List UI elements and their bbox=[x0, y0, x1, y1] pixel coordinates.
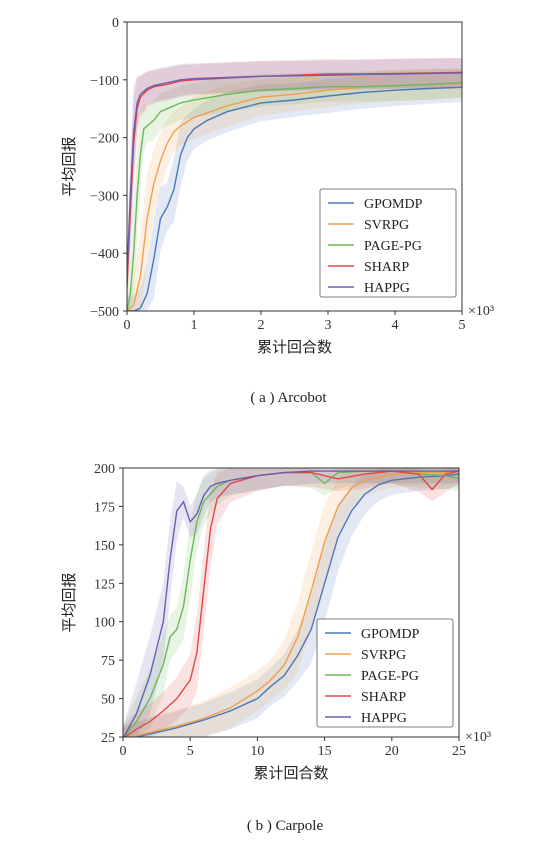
legend-label-svrpg: SVRPG bbox=[361, 648, 406, 663]
y-tick-label: 200 bbox=[94, 462, 115, 477]
x-tick-label: 25 bbox=[452, 744, 466, 759]
legend-box bbox=[319, 188, 457, 298]
x-tick-label: 4 bbox=[392, 318, 399, 333]
band-gpomdp bbox=[127, 72, 462, 311]
line-happg bbox=[127, 72, 462, 277]
legend-label-sharp: SHARP bbox=[361, 690, 406, 705]
legend: GPOMDP SVRPG PAGE-PG SHARP HAPPG bbox=[316, 618, 454, 728]
axes-frame bbox=[122, 467, 460, 738]
legend-label-sharp: SHARP bbox=[364, 260, 409, 275]
line-page-pg bbox=[127, 82, 462, 311]
band-page-pg bbox=[123, 468, 459, 737]
x-tick-label: 1 bbox=[191, 318, 198, 333]
chart-caption: ( b ) Carpole bbox=[247, 818, 324, 834]
x-multiplier: ×10³ bbox=[468, 304, 494, 319]
band-happg bbox=[127, 58, 462, 291]
y-tick-label: 25 bbox=[101, 731, 115, 746]
y-tick-label: 75 bbox=[101, 654, 115, 669]
band-sharp bbox=[123, 468, 459, 737]
legend-box bbox=[316, 618, 454, 728]
legend-label-happg: HAPPG bbox=[364, 281, 410, 296]
y-tick-label: 100 bbox=[94, 616, 115, 631]
x-tick-label: 10 bbox=[250, 744, 264, 759]
line-svrpg bbox=[126, 470, 459, 737]
y-tick-label: 125 bbox=[94, 577, 115, 592]
plot-area bbox=[123, 468, 459, 737]
chart-panel-1: 0 1 2 3 4 5 −500 −400 −300 −200 −100 0 ×10³ 累计回合数 平均回报… bbox=[61, 16, 494, 406]
x-tick-label: 3 bbox=[325, 318, 332, 333]
y-tick-label: −300 bbox=[90, 189, 119, 204]
x-axis-label: 累计回合数 bbox=[253, 765, 328, 782]
legend-label-gpomdp: GPOMDP bbox=[364, 197, 423, 212]
x-tick-label: 15 bbox=[318, 744, 332, 759]
line-sharp bbox=[123, 470, 459, 737]
y-axis-label: 平均回报 bbox=[61, 572, 78, 632]
y-tick-label: 150 bbox=[94, 539, 115, 554]
axes-frame bbox=[126, 21, 463, 312]
y-tick-label: 175 bbox=[94, 500, 115, 515]
line-gpomdp bbox=[133, 473, 459, 737]
chart-panel-2: 0 5 10 15 20 25 25 50 75 100 125 150 175 200 ×10³ 累计回合数… bbox=[61, 462, 491, 834]
legend-label-gpomdp: GPOMDP bbox=[361, 627, 420, 642]
x-tick-label: 2 bbox=[258, 318, 265, 333]
legend-label-happg: HAPPG bbox=[361, 711, 407, 726]
legend: GPOMDP SVRPG PAGE-PG SHARP HAPPG bbox=[319, 188, 457, 298]
y-tick-label: −200 bbox=[90, 132, 119, 147]
x-tick-label: 20 bbox=[385, 744, 399, 759]
band-sharp bbox=[127, 57, 462, 303]
chart-caption: ( a ) Arcobot bbox=[250, 390, 327, 406]
y-tick-label: −500 bbox=[90, 305, 119, 320]
y-tick-label: 50 bbox=[101, 693, 115, 708]
band-svrpg bbox=[127, 68, 462, 311]
line-gpomdp bbox=[127, 86, 462, 311]
x-multiplier: ×10³ bbox=[465, 730, 491, 745]
y-tick-label: −400 bbox=[90, 247, 119, 262]
legend-label-page-pg: PAGE-PG bbox=[364, 239, 422, 254]
plot-area bbox=[127, 57, 462, 311]
legend-label-page-pg: PAGE-PG bbox=[361, 669, 419, 684]
y-tick-label: −100 bbox=[90, 74, 119, 89]
legend-label-svrpg: SVRPG bbox=[364, 218, 409, 233]
y-axis-label: 平均回报 bbox=[61, 136, 78, 196]
x-tick-label: 5 bbox=[187, 744, 194, 759]
y-tick-label: 0 bbox=[112, 16, 119, 31]
band-page-pg bbox=[127, 68, 462, 311]
line-happg bbox=[123, 470, 459, 737]
x-tick-label: 0 bbox=[120, 744, 127, 759]
x-tick-label: 5 bbox=[459, 318, 466, 333]
x-tick-label: 0 bbox=[124, 318, 131, 333]
band-gpomdp bbox=[123, 468, 459, 737]
x-axis-label: 累计回合数 bbox=[257, 339, 332, 356]
